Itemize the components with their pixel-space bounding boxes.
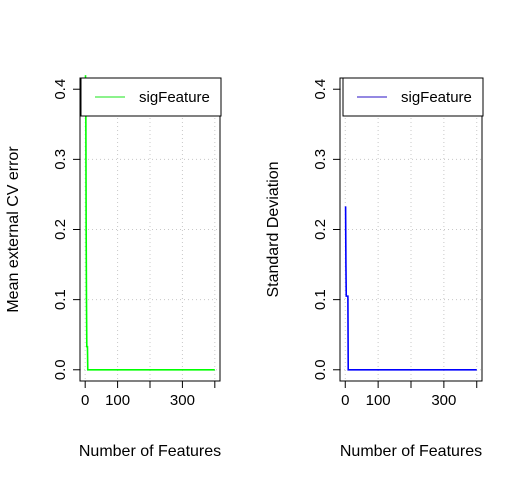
left-x-axis: 0 100 300 [81,380,216,409]
left-series [84,75,215,371]
y-tick-label: 0.2 [312,219,329,240]
right-y-axis-title: Standard Deviation [265,161,282,297]
series-line [344,206,477,371]
y-tick-label: 0.0 [312,359,329,380]
x-tick-label: 100 [105,392,130,409]
y-tick-label: 0.2 [52,219,69,240]
y-tick-label: 0.0 [52,359,69,380]
x-tick-label: 300 [431,392,456,409]
left-legend-label: sigFeature [139,89,210,106]
left-x-axis-title: Number of Features [79,443,221,460]
right-panel: 0.0 0.1 0.2 0.3 0.4 0 100 300 sigFeature Numbe… [265,77,484,460]
x-tick-label: 100 [366,392,391,409]
y-tick-label: 0.3 [52,149,69,170]
right-legend-label: sigFeature [401,89,472,106]
y-tick-label: 0.1 [312,289,329,310]
x-tick-label: 0 [81,392,89,409]
right-x-axis: 0 100 300 [341,380,478,409]
y-tick-label: 0.3 [312,149,329,170]
left-legend: sigFeature [80,77,222,117]
left-y-axis-title: Mean external CV error [5,146,22,313]
left-y-axis: 0.0 0.1 0.2 0.3 0.4 [52,79,81,380]
y-tick-label: 0.4 [312,79,329,100]
right-legend: sigFeature [342,77,484,117]
right-y-axis: 0.0 0.1 0.2 0.3 0.4 [312,79,341,380]
right-x-axis-title: Number of Features [340,443,482,460]
y-tick-label: 0.4 [52,79,69,100]
left-panel: 0.0 0.1 0.2 0.3 0.4 0 100 300 sigFeature Numbe… [5,75,222,460]
right-series [344,206,477,371]
right-gridlines [340,78,482,381]
x-tick-label: 0 [341,392,349,409]
y-tick-label: 0.1 [52,289,69,310]
series-line [84,75,215,371]
x-tick-label: 300 [170,392,195,409]
